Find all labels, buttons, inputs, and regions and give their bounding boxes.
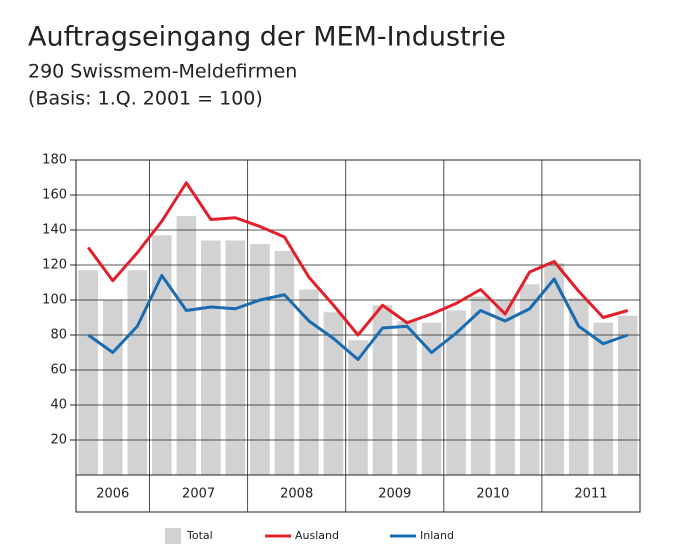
legend-label: Ausland bbox=[295, 529, 339, 542]
bar bbox=[470, 296, 491, 475]
y-tick-label: 140 bbox=[42, 223, 67, 238]
bar bbox=[176, 216, 197, 475]
bar bbox=[544, 263, 564, 475]
bar bbox=[225, 240, 246, 475]
bar bbox=[127, 270, 148, 475]
bar bbox=[617, 315, 638, 475]
chart-note: (Basis: 1.Q. 2001 = 100) bbox=[28, 88, 263, 110]
bar bbox=[593, 322, 614, 475]
legend-swatch bbox=[165, 528, 181, 544]
y-tick-label: 100 bbox=[42, 293, 67, 308]
y-tick-label: 40 bbox=[50, 398, 67, 413]
x-tick-label: 2010 bbox=[476, 487, 509, 502]
x-tick-label: 2008 bbox=[280, 487, 313, 502]
chart-title: Auftragseingang der MEM-Industrie bbox=[28, 22, 506, 53]
y-tick-label: 160 bbox=[42, 188, 67, 203]
bar bbox=[519, 284, 540, 475]
bar bbox=[201, 240, 221, 475]
bar bbox=[568, 298, 589, 475]
x-tick-label: 2007 bbox=[182, 487, 215, 502]
legend-label: Inland bbox=[420, 529, 454, 542]
bar bbox=[421, 322, 442, 475]
x-tick-label: 2009 bbox=[378, 487, 411, 502]
x-tick-label: 2006 bbox=[96, 487, 129, 502]
y-tick-label: 60 bbox=[50, 363, 67, 378]
x-tick-label: 2011 bbox=[574, 487, 607, 502]
bar bbox=[152, 235, 172, 475]
bar bbox=[78, 270, 99, 475]
chart-subtitle: 290 Swissmem-Meldefirmen bbox=[28, 61, 297, 83]
bar bbox=[446, 310, 466, 475]
y-tick-label: 20 bbox=[50, 433, 67, 448]
bar bbox=[274, 251, 295, 475]
bar bbox=[372, 305, 393, 475]
y-tick-label: 80 bbox=[50, 328, 67, 343]
line bbox=[87, 181, 629, 337]
bar bbox=[299, 289, 319, 475]
bar bbox=[102, 300, 123, 475]
bar bbox=[495, 300, 515, 475]
line bbox=[87, 274, 629, 361]
legend-label: Total bbox=[186, 529, 213, 542]
y-tick-label: 180 bbox=[42, 153, 67, 168]
bar bbox=[397, 321, 417, 475]
y-tick-label: 120 bbox=[42, 258, 67, 273]
bar bbox=[348, 340, 368, 475]
plot-frame bbox=[75, 159, 641, 513]
bar bbox=[323, 312, 344, 475]
